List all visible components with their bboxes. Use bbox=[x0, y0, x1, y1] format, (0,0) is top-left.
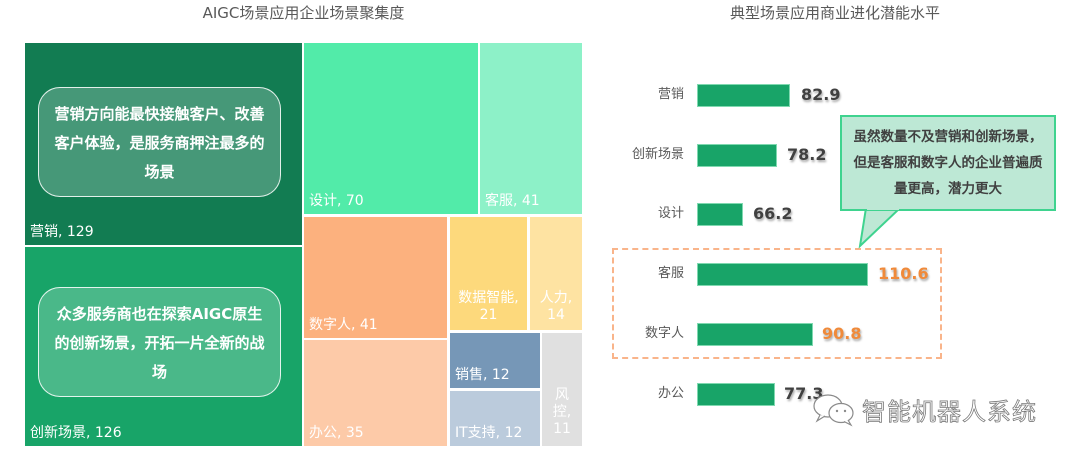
tile-office: 办公, 35 bbox=[304, 340, 447, 446]
tile-innovation: 众多服务商也在探索AIGC原生的创新场景，开拓一片全新的战场 创新场景, 126 bbox=[25, 247, 302, 446]
tile-design: 设计, 70 bbox=[304, 43, 478, 214]
tile-marketing: 营销方向能最快接触客户、改善客户体验，是服务商押注最多的场景 营销, 129 bbox=[25, 43, 302, 245]
tile-sales: 销售, 12 bbox=[450, 333, 540, 388]
bar-label: 营销 bbox=[657, 87, 684, 102]
speech-bubble: 虽然数量不及营销和创新场景，但是客服和数字人的企业普遍质量更高，潜力更大 bbox=[840, 115, 1056, 211]
bar-innovation bbox=[697, 144, 777, 167]
bar-label: 创新场景 bbox=[631, 147, 684, 162]
bar-value: 90.8 bbox=[822, 324, 862, 343]
marketing-callout: 营销方向能最快接触客户、改善客户体验，是服务商押注最多的场景 bbox=[38, 87, 281, 197]
tile-risk-control: 风 控, 11 bbox=[542, 333, 582, 446]
bar-digital-human bbox=[697, 323, 813, 346]
tile-label: 销售, 12 bbox=[455, 367, 510, 383]
tile-data-intelligence: 数据智能, 21 bbox=[450, 217, 527, 330]
bar-value: 66.2 bbox=[753, 204, 793, 223]
bar-label: 设计 bbox=[657, 206, 684, 221]
tile-label: 数字人, 41 bbox=[309, 317, 378, 333]
bar-design bbox=[697, 203, 743, 226]
tile-digital-human: 数字人, 41 bbox=[304, 217, 447, 338]
tile-label: 办公, 35 bbox=[309, 425, 364, 441]
treemap-title: AIGC场景应用企业场景聚集度 bbox=[202, 4, 405, 22]
bar-marketing bbox=[697, 84, 790, 107]
tile-label: 人力, 14 bbox=[539, 290, 573, 323]
bar-value: 110.6 bbox=[878, 264, 929, 283]
bar-label: 数字人 bbox=[644, 326, 684, 341]
tile-label: 创新场景, 126 bbox=[30, 425, 122, 441]
bar-office bbox=[697, 383, 775, 406]
watermark-text: 智能机器人系统 bbox=[862, 398, 1037, 427]
tile-label: 风 控, 11 bbox=[552, 387, 572, 437]
highlight-frame bbox=[612, 248, 942, 359]
tile-label: 设计, 70 bbox=[309, 193, 364, 209]
tile-it-support: IT支持, 12 bbox=[450, 391, 540, 446]
watermark: 智能机器人系统 bbox=[812, 392, 1037, 427]
bar-customer-service bbox=[697, 263, 868, 286]
bar-value: 78.2 bbox=[787, 145, 827, 164]
tile-label: 营销, 129 bbox=[30, 224, 94, 240]
bar-label: 办公 bbox=[657, 386, 684, 401]
bar-value: 82.9 bbox=[801, 85, 841, 104]
bar-value: 77.3 bbox=[784, 384, 824, 403]
innovation-callout: 众多服务商也在探索AIGC原生的创新场景，开拓一片全新的战场 bbox=[38, 287, 281, 397]
tile-hr: 人力, 14 bbox=[530, 217, 582, 330]
tile-label: 客服, 41 bbox=[485, 193, 540, 209]
wechat-icon bbox=[813, 393, 854, 426]
tile-label: 数据智能, 21 bbox=[458, 290, 519, 323]
barchart-title: 典型场景应用商业进化潜能水平 bbox=[729, 4, 940, 22]
tile-label: IT支持, 12 bbox=[455, 425, 523, 441]
bar-label: 客服 bbox=[657, 266, 684, 281]
tile-customer-service: 客服, 41 bbox=[480, 43, 582, 214]
